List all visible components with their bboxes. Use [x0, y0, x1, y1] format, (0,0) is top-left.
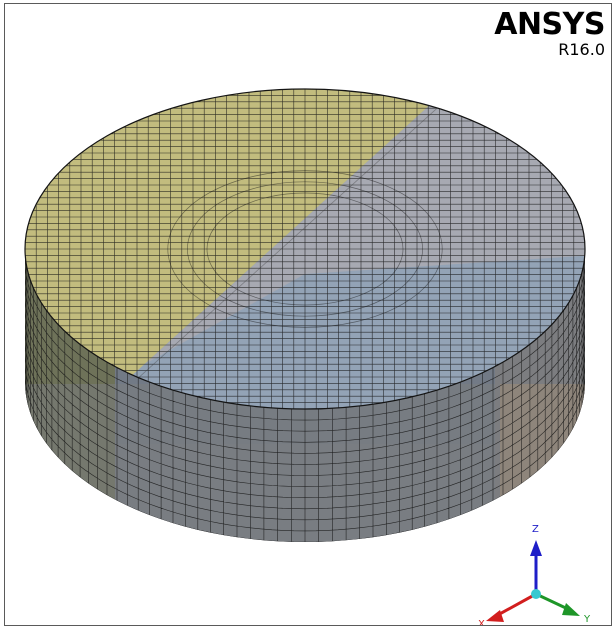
logo-release: R16.0 [558, 40, 605, 59]
coordinate-triad: Z X Y [478, 524, 591, 625]
logo-name: ANSYS [494, 7, 605, 42]
graphics-viewport[interactable]: Z X Y ANSYS R16.0 [4, 3, 612, 626]
triad-z-label: Z [532, 524, 539, 535]
triad-x-label: X [478, 619, 485, 625]
triad-y-label: Y [583, 614, 591, 625]
cylinder-top-face [24, 88, 586, 410]
mesh-scene[interactable]: Z X Y [5, 4, 611, 625]
ansys-logo: ANSYS R16.0 [494, 10, 605, 58]
